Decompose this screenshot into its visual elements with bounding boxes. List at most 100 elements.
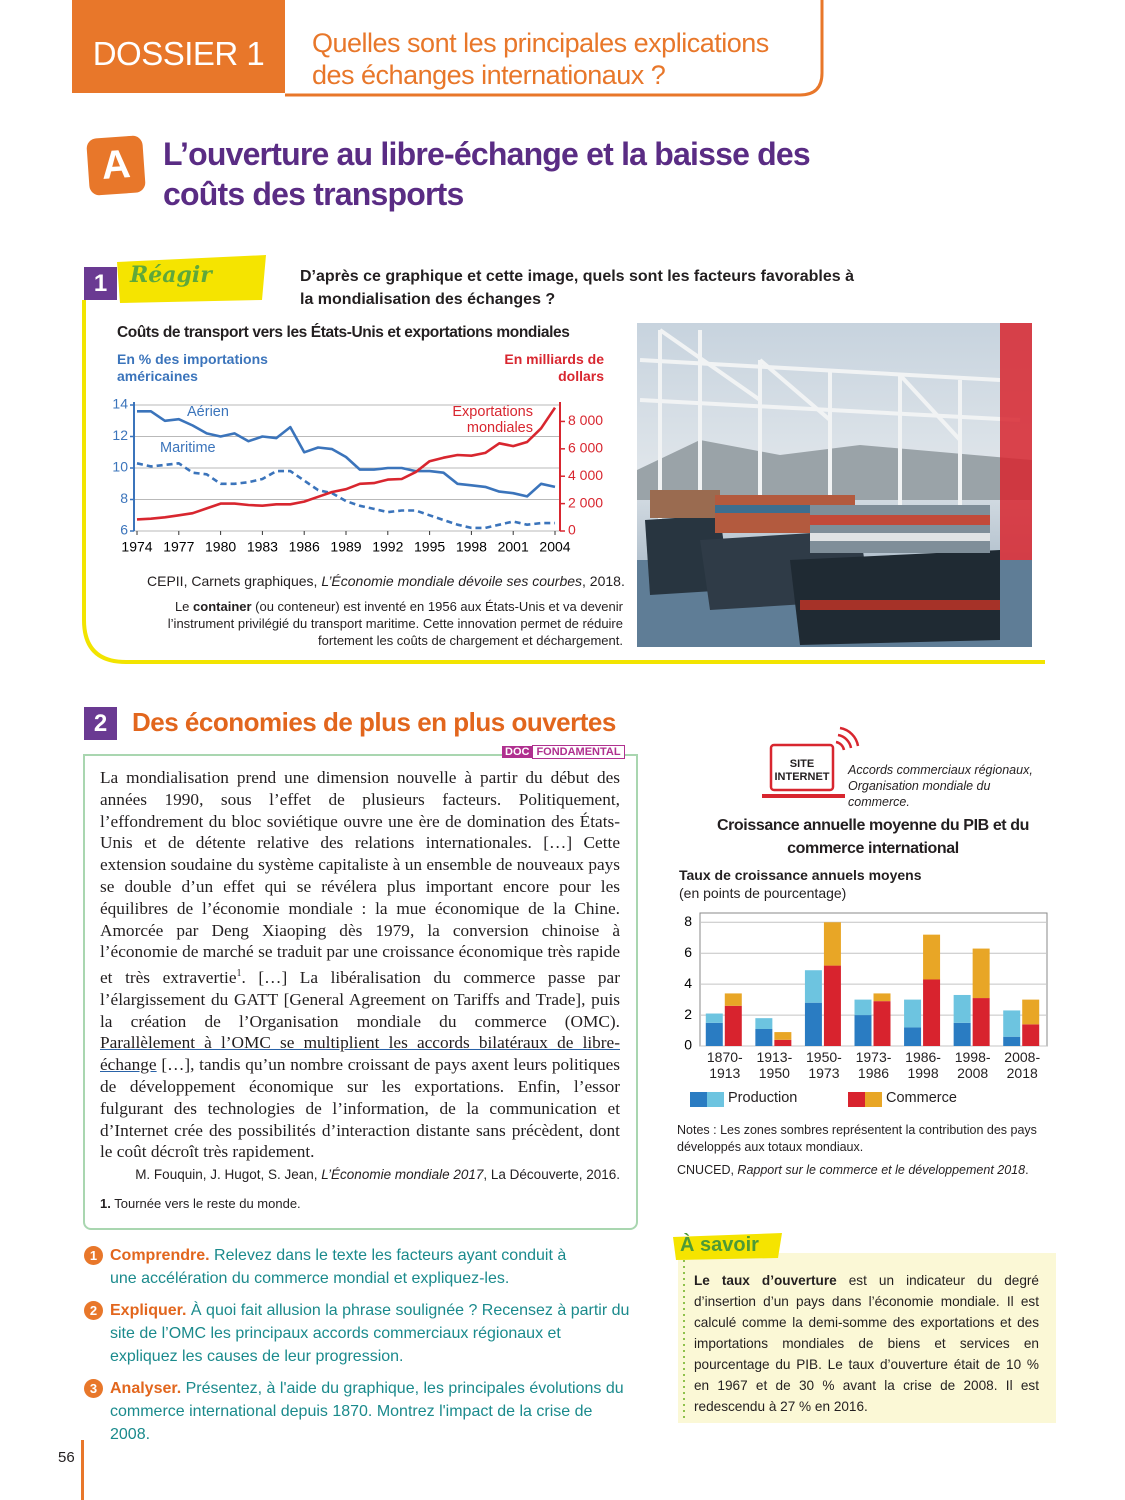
caption-text: Le	[174, 599, 194, 614]
source-title: L’Économie mondiale 2017	[321, 1167, 484, 1182]
wifi-icon	[835, 726, 860, 751]
laptop-icon	[769, 743, 835, 792]
tag-banner	[117, 255, 266, 303]
y-tick-label: 14	[112, 396, 128, 412]
question-number: 2	[84, 1301, 103, 1320]
source-text: CNUCED,	[677, 1163, 738, 1177]
bar-segment	[804, 970, 822, 1003]
y-axis-label: En % des importations américaines	[117, 351, 268, 384]
series-line	[136, 406, 557, 521]
y-tick-label: 6	[120, 522, 128, 538]
footnote-text: Tournée vers le reste du monde.	[114, 1196, 301, 1211]
footnote-ref: 1	[236, 968, 242, 980]
bar-segment	[774, 1039, 792, 1046]
question-label: Analyser.	[110, 1380, 182, 1397]
y-tick-label: 8	[120, 490, 128, 506]
bar-segment	[755, 1028, 773, 1046]
note-tag	[673, 1233, 782, 1260]
text: La mondialisation prend une dimension no…	[100, 768, 620, 987]
legend-swatch	[848, 1092, 865, 1107]
y-tick-label: 10	[112, 459, 128, 475]
note-body: est un indicateur du degré d’insertion d…	[694, 1273, 1039, 1414]
question: 2 Expliquer. À quoi fait allusion la phra…	[84, 1299, 630, 1368]
y2-tick-label: 0	[568, 522, 576, 538]
question-label: Expliquer.	[110, 1302, 187, 1319]
question-text: À quoi fait allusion la phrase soulignée…	[110, 1302, 630, 1365]
legend-swatch	[707, 1092, 724, 1107]
text: . […] La libéralisation du commerce pass…	[100, 967, 620, 1031]
note-title: À savoir	[680, 1234, 759, 1256]
bar-segment	[873, 1001, 891, 1046]
x-tick-label: 2008-2018	[1004, 1049, 1041, 1081]
header-frame	[285, 0, 824, 97]
x-tick-label: 2004	[539, 539, 570, 555]
doc-text: La mondialisation prend une dimension no…	[100, 767, 620, 1163]
x-tick-label: 1870-1913	[706, 1049, 743, 1081]
y-tick-label: 0	[684, 1037, 692, 1053]
y-tick-label: 2	[684, 1006, 692, 1022]
x-tick-label: 1983	[247, 539, 278, 555]
question: 3 Analyser. Présentez, à l'aide du graphi…	[84, 1377, 630, 1446]
x-tick-label: 1992	[372, 539, 403, 555]
doc-badge: DOC FONDAMENTAL	[502, 745, 625, 759]
badge-doc: DOC	[502, 746, 533, 758]
doc-number: 2	[84, 707, 117, 740]
source-text: CEPII, Carnets graphiques,	[147, 573, 322, 589]
source: CNUCED, Rapport sur le commerce et le dé…	[677, 1163, 1029, 1177]
bar-segment	[724, 1005, 742, 1046]
badge-label: FONDAMENTAL	[532, 745, 625, 759]
x-tick-label: 1995	[414, 539, 445, 555]
y2-tick-label: 4 000	[568, 467, 603, 483]
x-tick-label: 1986-1998	[905, 1049, 941, 1081]
series-label: Maritime	[160, 440, 216, 456]
dossier-question: Quelles sont les principales explication…	[312, 28, 769, 90]
chart-title: Croissance annuelle moyenne du PIB et du…	[716, 817, 1030, 857]
note-box	[678, 1253, 1056, 1423]
x-tick-label: 1950-1973	[806, 1049, 842, 1081]
source-title: Rapport sur le commerce et le développem…	[737, 1163, 1026, 1177]
y-tick-label: 6	[684, 944, 692, 960]
footnote-number: 1.	[100, 1196, 111, 1211]
y2-tick-label: 8 000	[568, 412, 603, 428]
photo	[637, 323, 1032, 647]
x-tick-label: 1973-1986	[855, 1049, 892, 1081]
question-number: 1	[84, 1246, 103, 1265]
doc-question: D’après ce graphique et cette image, que…	[300, 268, 854, 308]
bar-segment	[953, 1022, 971, 1046]
footnote: 1. Tournée vers le reste du monde.	[100, 1196, 301, 1211]
series-label: Aérien	[187, 404, 229, 420]
bar-segment	[904, 1027, 922, 1046]
bar-segment	[804, 1002, 822, 1046]
source-text: .	[1025, 1163, 1029, 1177]
series-line	[136, 462, 555, 530]
caption-keyword: container	[193, 599, 252, 614]
doc-tag: Réagir	[130, 262, 212, 288]
page-bar	[81, 1440, 84, 1500]
dossier-label: DOSSIER 1	[92, 35, 265, 72]
bar-segment	[705, 1013, 723, 1023]
note-keyword: Le taux d’ouverture	[694, 1273, 837, 1288]
y-axis-sublabel: (en points de pourcentage)	[679, 885, 847, 901]
x-tick-label: 1986	[289, 539, 320, 555]
doc-frame	[82, 300, 1045, 664]
x-tick-label: 1980	[205, 539, 236, 555]
bar-segment	[823, 922, 841, 966]
bar-segment	[774, 1032, 792, 1040]
bar-segment	[972, 948, 990, 999]
source: M. Fouquin, J. Hugot, S. Jean, L’Économi…	[100, 1167, 620, 1182]
bar-segment	[1003, 1010, 1021, 1037]
x-tick-label: 1974	[121, 539, 152, 555]
source-title: L’Économie mondiale dévoile ses courbes	[321, 573, 583, 589]
y-axis-label: Taux de croissance annuels moyens	[679, 867, 922, 883]
text: […], tandis qu’un nombre croissant de pa…	[100, 1055, 620, 1162]
chart-title: Coûts de transport vers les États-Unis e…	[117, 324, 570, 341]
series-label: Exportations mondiales	[452, 404, 533, 436]
legend-label: Commerce	[886, 1090, 957, 1106]
bar-segment	[953, 994, 971, 1023]
y-tick-label: 4	[684, 975, 692, 991]
legend-label: Production	[728, 1090, 798, 1106]
bar-segment	[724, 993, 742, 1006]
bar-segment	[972, 998, 990, 1046]
